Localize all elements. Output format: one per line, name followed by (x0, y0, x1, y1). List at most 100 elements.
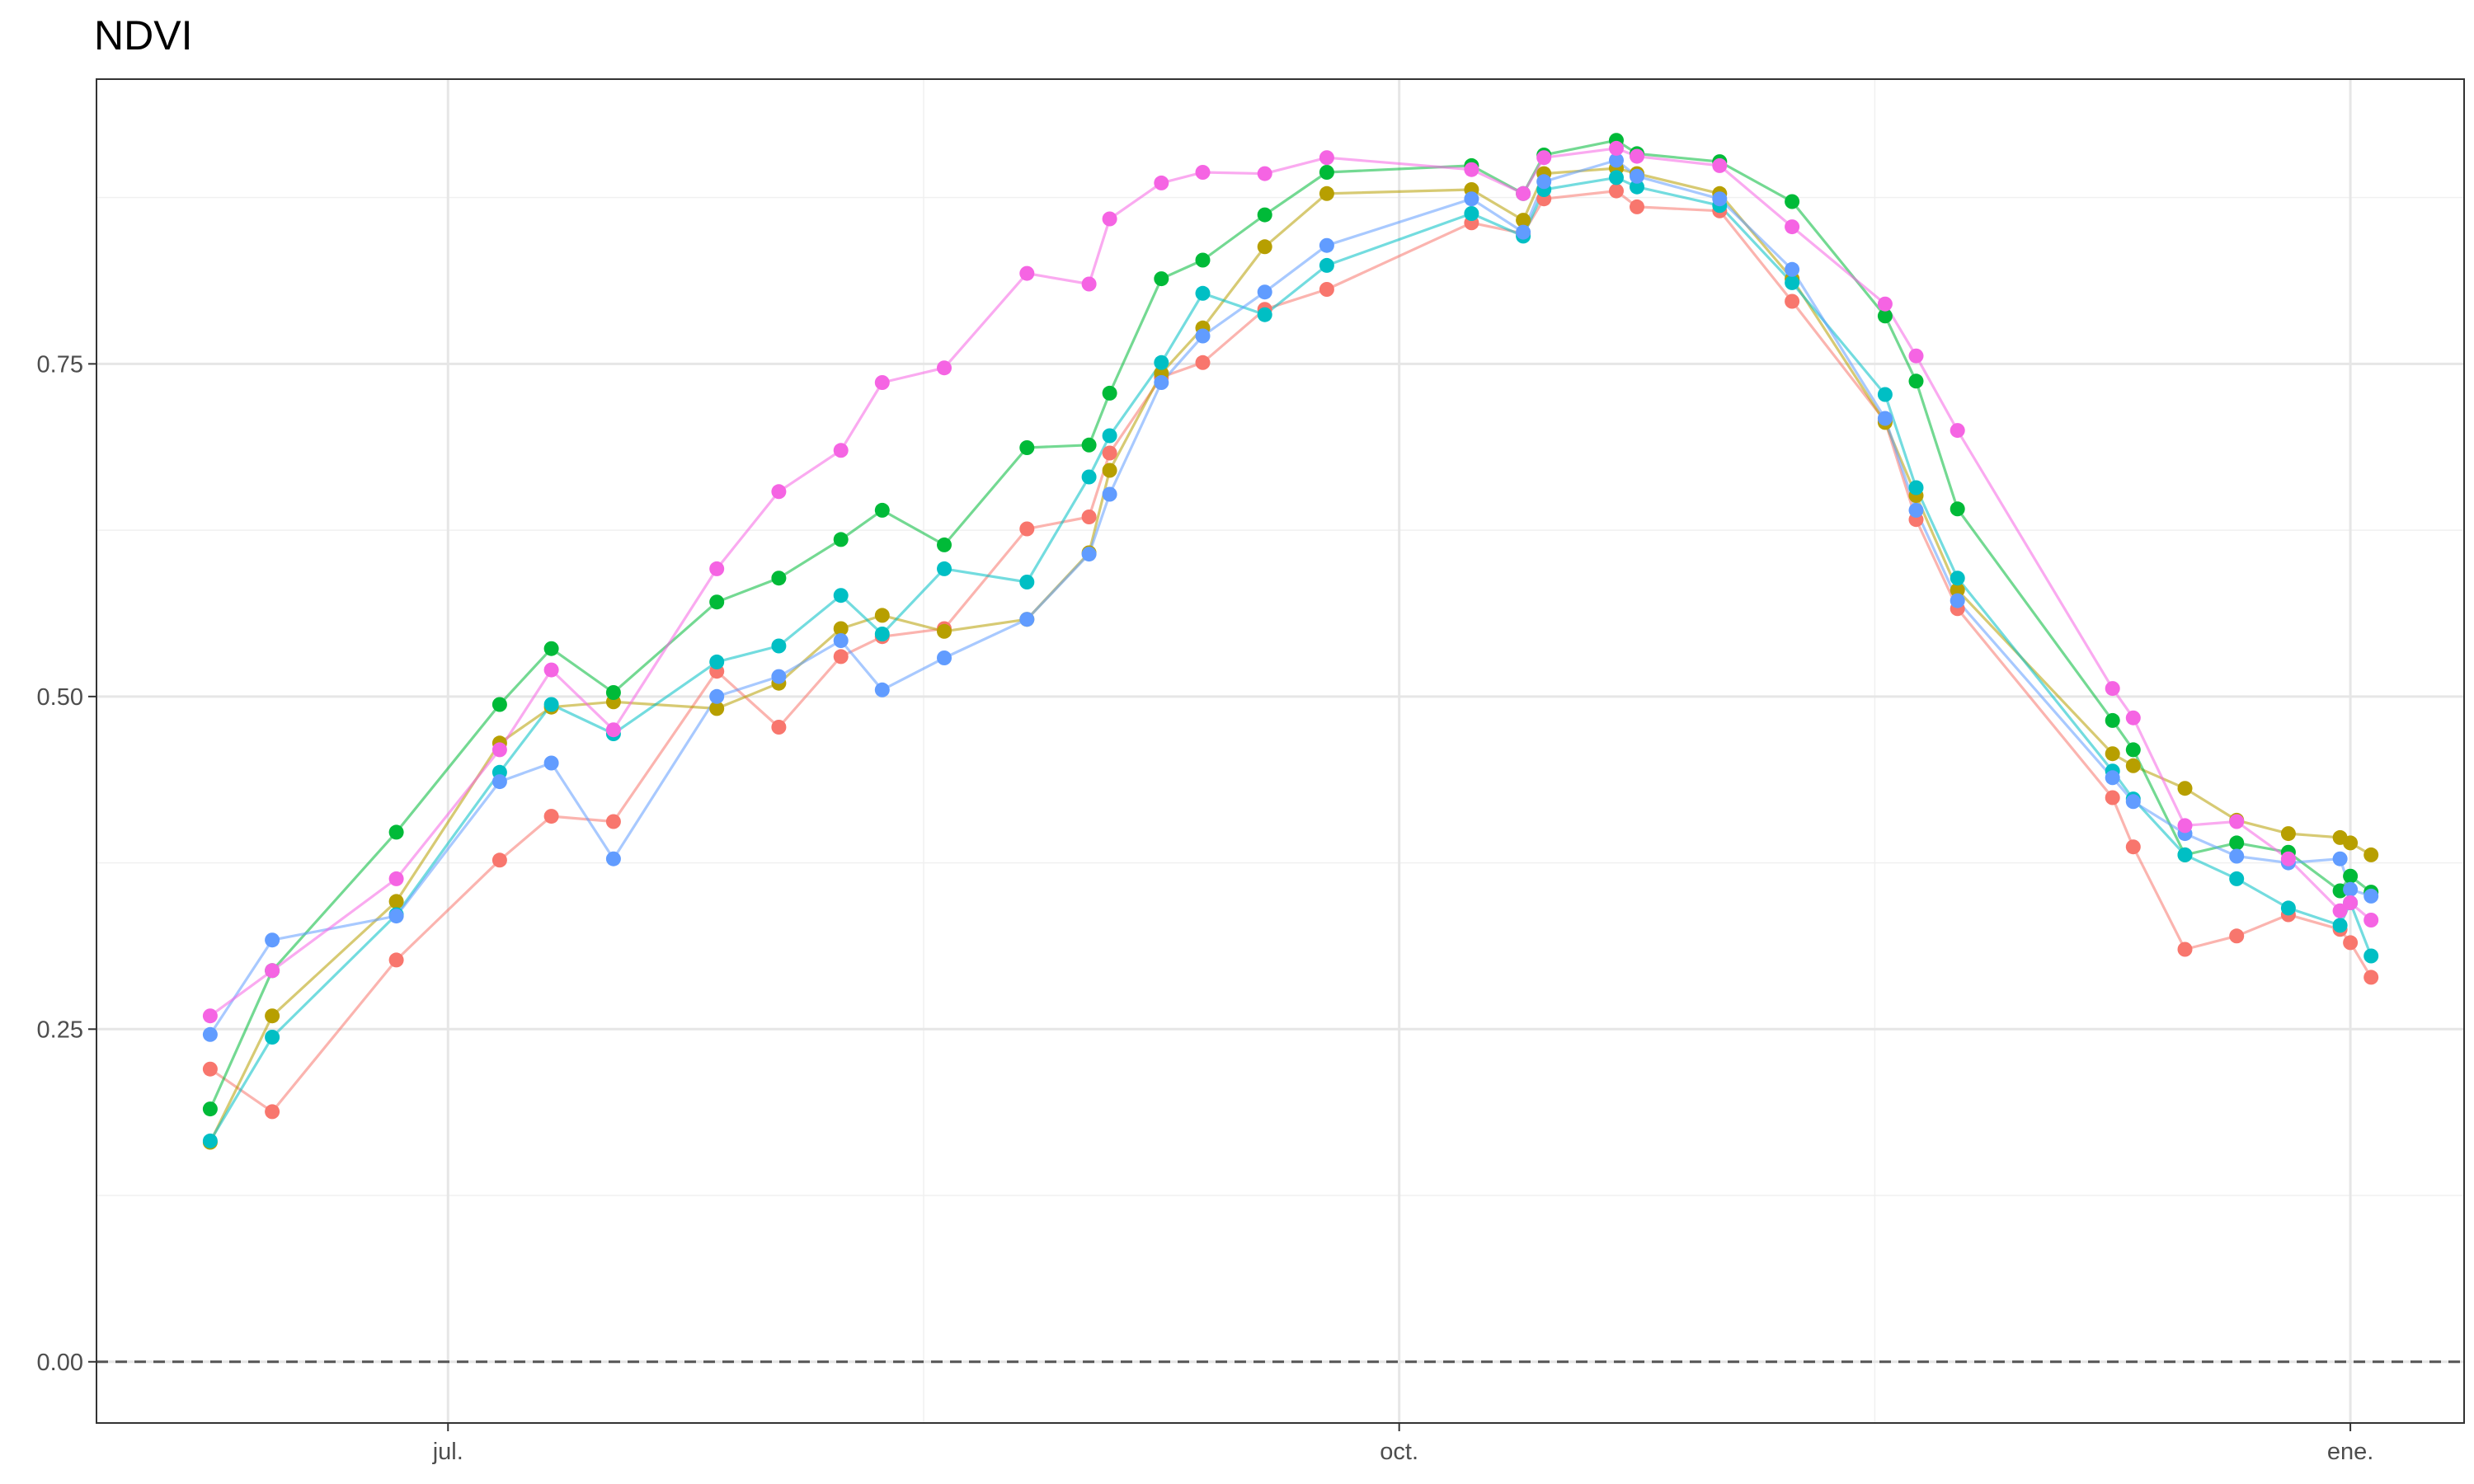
data-point-series-2 (2280, 826, 2296, 842)
data-point-series-6 (388, 871, 404, 886)
data-point-series-3 (1195, 252, 1211, 268)
data-point-series-4 (1785, 275, 1800, 290)
data-point-series-1 (771, 720, 787, 735)
data-point-series-1 (605, 814, 621, 829)
data-point-series-5 (874, 682, 890, 697)
data-point-series-1 (2125, 839, 2141, 855)
data-point-series-6 (1019, 265, 1035, 281)
data-point-series-3 (937, 537, 952, 552)
data-point-series-4 (265, 1030, 280, 1045)
data-point-series-4 (2177, 847, 2193, 862)
data-point-series-5 (492, 774, 507, 790)
data-point-series-2 (2105, 746, 2120, 762)
data-point-series-2 (2125, 758, 2141, 773)
data-point-series-1 (833, 649, 849, 665)
data-point-series-3 (202, 1101, 218, 1117)
data-point-series-6 (2343, 895, 2359, 910)
data-point-series-6 (1516, 186, 1531, 201)
data-point-series-6 (1195, 165, 1211, 180)
data-point-series-4 (1081, 469, 1097, 485)
data-point-series-2 (709, 701, 725, 716)
data-point-series-6 (2229, 814, 2245, 829)
data-point-series-5 (1154, 375, 1169, 390)
data-point-series-6 (265, 963, 280, 979)
x-tick-label: jul. (432, 1439, 463, 1465)
data-point-series-6 (2177, 818, 2193, 834)
data-point-series-3 (2125, 742, 2141, 758)
data-point-series-6 (1081, 276, 1097, 292)
data-point-series-6 (1319, 150, 1334, 166)
data-point-series-3 (833, 532, 849, 547)
data-point-series-1 (1019, 521, 1035, 537)
data-point-series-5 (1516, 224, 1531, 240)
data-point-series-4 (937, 561, 952, 576)
data-point-series-4 (709, 654, 725, 669)
data-point-series-5 (937, 650, 952, 665)
data-point-series-5 (1319, 237, 1334, 253)
data-point-series-2 (2363, 847, 2379, 862)
data-point-series-5 (1195, 328, 1211, 344)
data-point-series-6 (2125, 710, 2141, 726)
data-point-series-1 (2343, 935, 2359, 951)
data-point-series-1 (1081, 510, 1097, 524)
data-point-series-6 (1154, 175, 1169, 190)
data-point-series-6 (1785, 219, 1800, 235)
data-point-series-1 (2363, 970, 2379, 985)
data-point-series-5 (1950, 593, 1965, 608)
data-point-series-4 (1195, 285, 1211, 301)
data-point-series-3 (388, 824, 404, 840)
data-point-series-4 (1877, 387, 1893, 402)
series-lines (209, 139, 2373, 1144)
data-point-series-5 (1877, 411, 1893, 426)
data-point-series-6 (492, 742, 507, 758)
data-point-series-6 (1609, 140, 1624, 156)
data-point-series-5 (1536, 174, 1552, 190)
data-point-series-5 (1908, 502, 1924, 518)
data-point-series-1 (1785, 294, 1800, 309)
data-point-series-6 (937, 360, 952, 376)
series-line-3 (209, 139, 2373, 1110)
data-point-series-1 (1630, 199, 1644, 214)
data-point-series-5 (709, 688, 725, 704)
data-point-series-4 (2363, 948, 2379, 964)
data-point-series-5 (1712, 191, 1728, 207)
data-point-series-4 (2280, 900, 2296, 916)
data-point-series-4 (543, 697, 559, 712)
data-point-series-6 (2332, 903, 2348, 918)
y-tick-label: 0.25 (37, 1017, 83, 1043)
data-point-series-6 (202, 1008, 218, 1024)
data-point-series-5 (1630, 168, 1644, 184)
data-point-series-6 (833, 443, 849, 458)
data-point-series-5 (1609, 153, 1624, 168)
data-point-series-5 (2363, 888, 2379, 904)
data-point-series-4 (1319, 257, 1334, 273)
data-point-series-1 (1319, 282, 1334, 297)
data-point-series-1 (1195, 355, 1211, 370)
series-line-1 (209, 190, 2373, 1114)
data-point-series-3 (1319, 165, 1334, 180)
data-point-series-5 (543, 755, 559, 771)
data-point-series-6 (1536, 150, 1552, 166)
series-line-5 (209, 158, 2372, 1036)
data-point-series-6 (543, 662, 559, 678)
data-point-series-4 (874, 627, 890, 641)
data-point-series-1 (1609, 183, 1624, 199)
data-point-series-6 (771, 484, 787, 500)
x-tick-label: ene. (2327, 1439, 2373, 1465)
data-point-series-5 (388, 909, 404, 924)
data-point-series-1 (2177, 942, 2193, 957)
data-point-series-4 (1464, 206, 1479, 221)
data-point-series-4 (1609, 170, 1624, 186)
data-point-series-4 (833, 588, 849, 603)
data-point-series-3 (543, 641, 559, 656)
data-point-series-5 (2105, 770, 2120, 786)
data-point-series-2 (1319, 186, 1334, 201)
data-point-series-3 (2343, 868, 2359, 884)
data-point-series-1 (2229, 928, 2245, 944)
data-point-series-2 (833, 621, 849, 636)
data-point-series-3 (2105, 712, 2120, 728)
data-point-series-6 (1908, 348, 1924, 364)
data-point-series-1 (202, 1061, 218, 1077)
data-point-series-3 (771, 571, 787, 586)
